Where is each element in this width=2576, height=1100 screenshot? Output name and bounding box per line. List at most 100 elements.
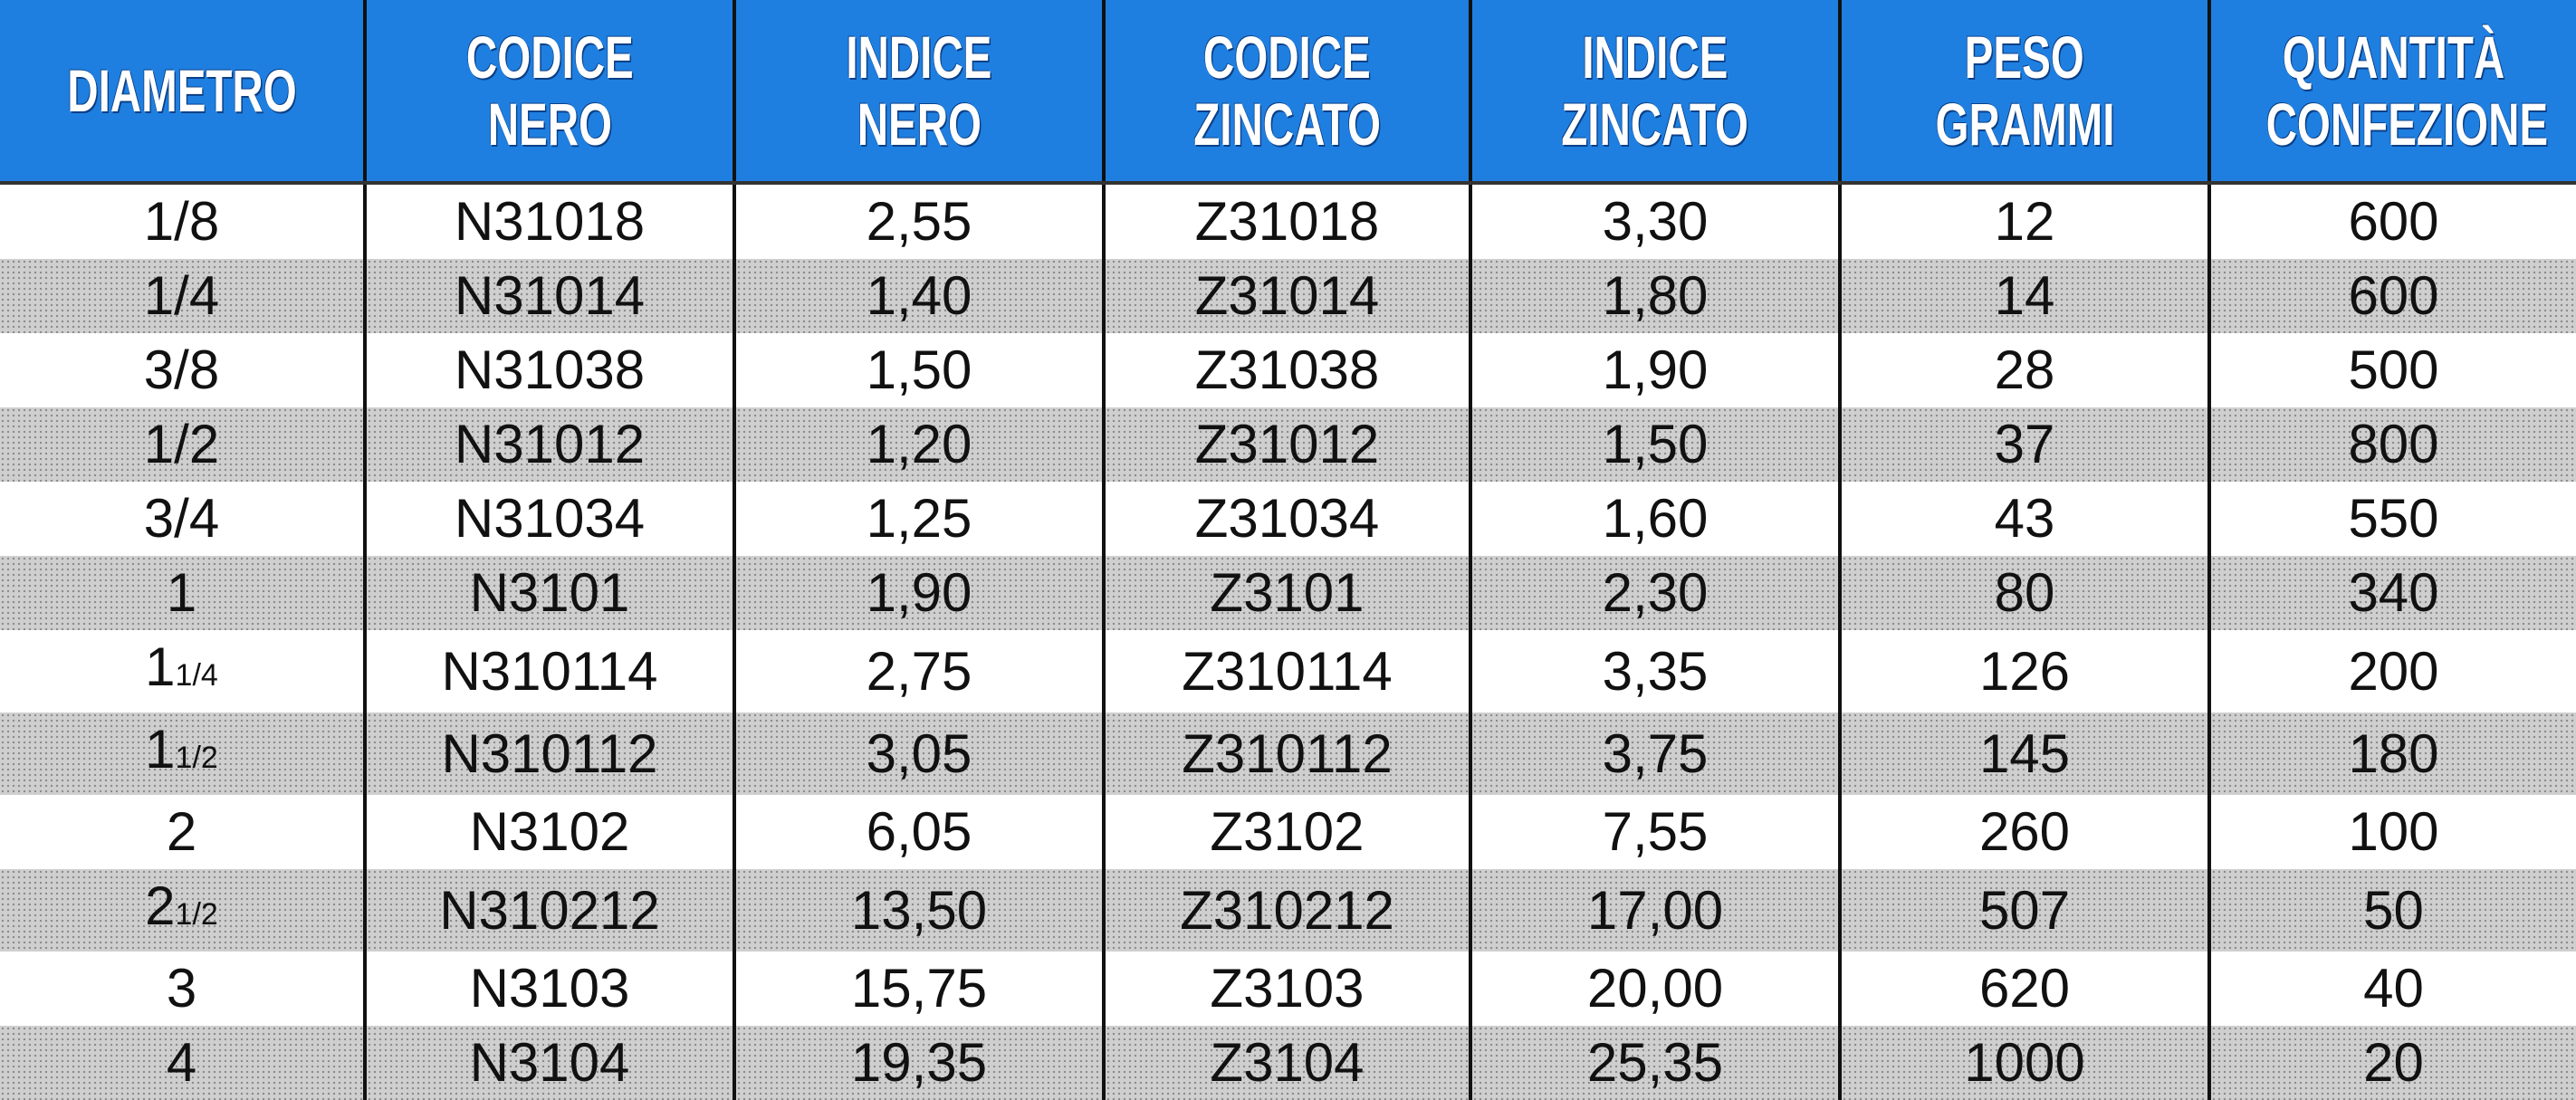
cell-codice-zincato: Z31038 — [1102, 333, 1470, 407]
cell-quantita-confezione: 800 — [2207, 407, 2576, 482]
cell-diametro: 11/4 — [0, 630, 365, 713]
cell-quantita-confezione: 500 — [2207, 333, 2576, 407]
cell-indice-nero: 1,50 — [733, 333, 1104, 407]
table-row: 11/4 N310114 2,75 Z310114 3,35 126 200 — [0, 630, 2576, 713]
header-label: QUANTITÀ — [2282, 24, 2505, 91]
cell-quantita-confezione: 50 — [2207, 869, 2576, 952]
diametro-diam-frac: 3/4 — [143, 488, 220, 549]
cell-indice-zincato: 25,35 — [1469, 1026, 1840, 1100]
cell-quantita-confezione: 40 — [2207, 952, 2576, 1026]
cell-codice-zincato: Z310114 — [1102, 630, 1470, 713]
header-label: CONFEZIONE — [2265, 91, 2549, 158]
cell-quantita-confezione: 600 — [2207, 259, 2576, 333]
cell-peso-grammi: 37 — [1838, 407, 2209, 482]
cell-peso-grammi: 43 — [1838, 482, 2209, 556]
header-label: INDICE — [1582, 24, 1729, 91]
header-label: DIAMETRO — [66, 57, 297, 124]
cell-codice-zincato: Z3103 — [1102, 952, 1470, 1026]
cell-indice-zincato: 1,50 — [1469, 407, 1840, 482]
cell-diametro: 3/8 — [0, 333, 365, 407]
header-label: CODICE — [1203, 24, 1371, 91]
cell-indice-nero: 2,55 — [733, 183, 1104, 259]
diametro-diam-frac: 3/8 — [143, 340, 220, 400]
cell-codice-zincato: Z310212 — [1102, 869, 1470, 952]
header-label: ZINCATO — [1193, 91, 1381, 158]
cell-quantita-confezione: 20 — [2207, 1026, 2576, 1100]
cell-peso-grammi: 126 — [1838, 630, 2209, 713]
table-row: 3/4 N31034 1,25 Z31034 1,60 43 550 — [0, 482, 2576, 556]
diametro-diam-whole: 1 — [166, 562, 197, 623]
column-header-indice-nero: INDICE NERO — [733, 0, 1104, 185]
cell-codice-nero: N3101 — [363, 556, 734, 630]
cell-indice-zincato: 1,60 — [1469, 482, 1840, 556]
cell-indice-zincato: 2,30 — [1469, 556, 1840, 630]
column-header-diametro: DIAMETRO — [0, 0, 365, 185]
table-row: 1/2 N31012 1,20 Z31012 1,50 37 800 — [0, 407, 2576, 482]
column-header-indice-zincato: INDICE ZINCATO — [1469, 0, 1840, 185]
cell-peso-grammi: 28 — [1838, 333, 2209, 407]
header-label: NERO — [487, 91, 612, 158]
header-row: DIAMETRO CODICE NERO INDICE NERO CODICE ZINCAT… — [0, 0, 2576, 185]
cell-indice-zincato: 3,35 — [1469, 630, 1840, 713]
cell-diametro: 3 — [0, 952, 365, 1026]
header-label: GRAMMI — [1935, 91, 2114, 158]
table-row: 21/2 N310212 13,50 Z310212 17,00 507 50 — [0, 869, 2576, 952]
cell-codice-zincato: Z310112 — [1102, 713, 1470, 795]
cell-indice-zincato: 3,30 — [1469, 183, 1840, 259]
cell-diametro: 2 — [0, 795, 365, 869]
cell-quantita-confezione: 340 — [2207, 556, 2576, 630]
diametro-diam-frac-small: 1/2 — [175, 897, 218, 932]
cell-codice-nero: N310112 — [363, 713, 734, 795]
cell-peso-grammi: 14 — [1838, 259, 2209, 333]
cell-codice-zincato: Z3104 — [1102, 1026, 1470, 1100]
cell-peso-grammi: 620 — [1838, 952, 2209, 1026]
cell-peso-grammi: 145 — [1838, 713, 2209, 795]
cell-codice-nero: N31038 — [363, 333, 734, 407]
column-header-codice-nero: CODICE NERO — [363, 0, 734, 185]
cell-codice-zincato: Z31012 — [1102, 407, 1470, 482]
cell-indice-nero: 1,25 — [733, 482, 1104, 556]
diametro-diam-whole: 4 — [166, 1032, 197, 1093]
cell-quantita-confezione: 550 — [2207, 482, 2576, 556]
cell-diametro: 1/8 — [0, 183, 365, 259]
cell-quantita-confezione: 200 — [2207, 630, 2576, 713]
cell-codice-nero: N3104 — [363, 1026, 734, 1100]
cell-codice-zincato: Z31014 — [1102, 259, 1470, 333]
cell-indice-zincato: 3,75 — [1469, 713, 1840, 795]
diametro-diam-frac: 1/8 — [143, 191, 220, 252]
cell-indice-nero: 19,35 — [733, 1026, 1104, 1100]
cell-codice-zincato: Z3101 — [1102, 556, 1470, 630]
cell-indice-zincato: 1,90 — [1469, 333, 1840, 407]
table-row: 3/8 N31038 1,50 Z31038 1,90 28 500 — [0, 333, 2576, 407]
diametro-diam-whole: 1 — [145, 636, 176, 697]
cell-diametro: 1 — [0, 556, 365, 630]
table-row: 4 N3104 19,35 Z3104 25,35 1000 20 — [0, 1026, 2576, 1100]
cell-peso-grammi: 80 — [1838, 556, 2209, 630]
cell-diametro: 1/4 — [0, 259, 365, 333]
header-label: CODICE — [465, 24, 634, 91]
cell-diametro: 4 — [0, 1026, 365, 1100]
table-row: 3 N3103 15,75 Z3103 20,00 620 40 — [0, 952, 2576, 1026]
cell-peso-grammi: 260 — [1838, 795, 2209, 869]
cell-peso-grammi: 1000 — [1838, 1026, 2209, 1100]
cell-diametro: 11/2 — [0, 713, 365, 795]
cell-peso-grammi: 12 — [1838, 183, 2209, 259]
cell-quantita-confezione: 600 — [2207, 183, 2576, 259]
cell-indice-nero: 1,40 — [733, 259, 1104, 333]
cell-codice-nero: N310114 — [363, 630, 734, 713]
cell-indice-nero: 3,05 — [733, 713, 1104, 795]
cell-peso-grammi: 507 — [1838, 869, 2209, 952]
header-label: ZINCATO — [1561, 91, 1749, 158]
diametro-diam-frac: 1/2 — [143, 414, 220, 474]
cell-codice-zincato: Z31034 — [1102, 482, 1470, 556]
cell-indice-zincato: 20,00 — [1469, 952, 1840, 1026]
cell-quantita-confezione: 180 — [2207, 713, 2576, 795]
column-header-codice-zincato: CODICE ZINCATO — [1102, 0, 1470, 185]
diametro-diam-whole: 1 — [145, 719, 176, 780]
table-row: 1/4 N31014 1,40 Z31014 1,80 14 600 — [0, 259, 2576, 333]
column-header-peso-grammi: PESO GRAMMI — [1838, 0, 2209, 185]
cell-codice-nero: N31014 — [363, 259, 734, 333]
cell-indice-nero: 2,75 — [733, 630, 1104, 713]
cell-indice-zincato: 7,55 — [1469, 795, 1840, 869]
cell-indice-nero: 6,05 — [733, 795, 1104, 869]
